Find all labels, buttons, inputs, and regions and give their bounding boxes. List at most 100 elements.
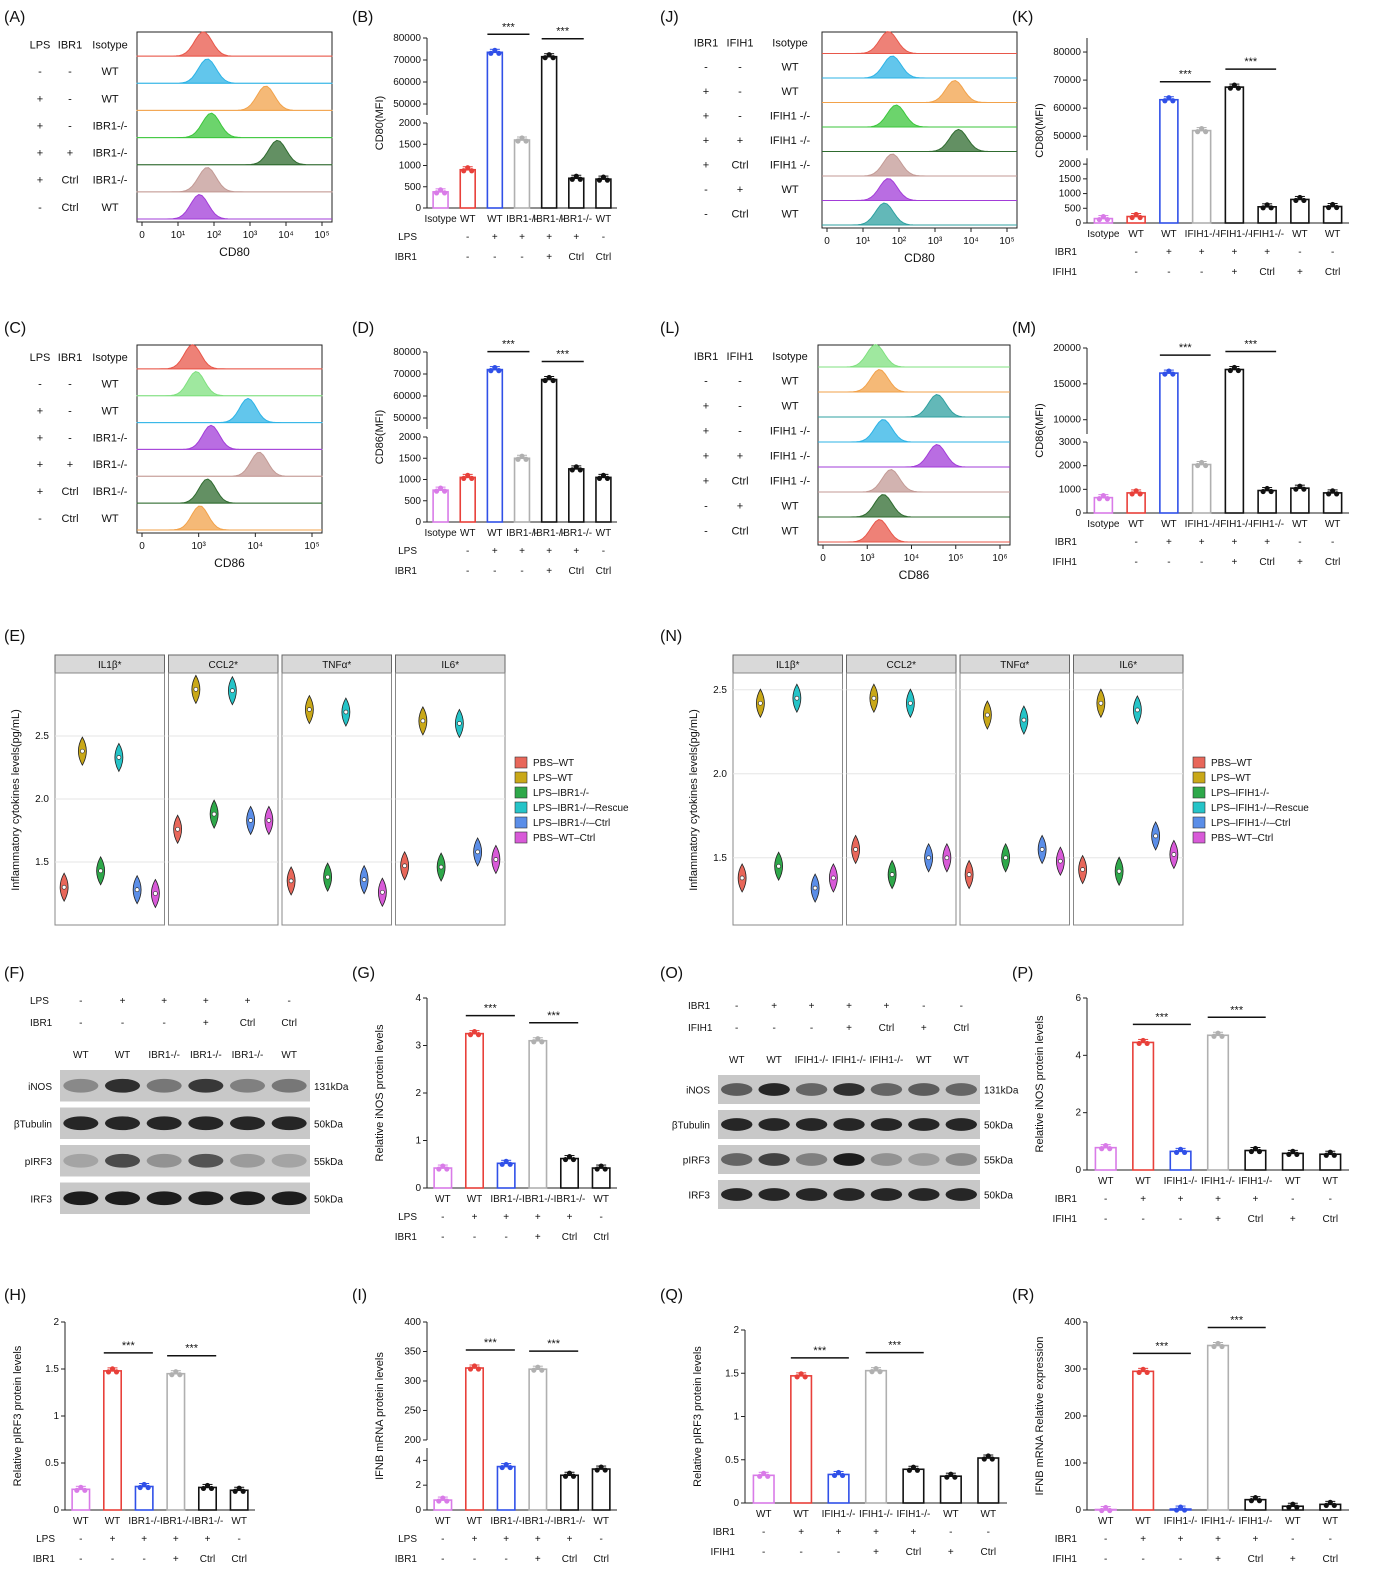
violin-median [966, 872, 972, 877]
column-header: Isotype [92, 352, 127, 364]
row-condition: + [703, 476, 709, 488]
violin-median [420, 718, 426, 724]
violin-median [98, 868, 103, 874]
data-point [1104, 496, 1110, 502]
blot-band [720, 1188, 753, 1201]
row-condition: + [703, 426, 709, 438]
category-label: IFIH1-/- [1238, 1516, 1272, 1527]
row-condition: - [738, 401, 742, 413]
y-tick-label: 0 [1075, 1165, 1081, 1176]
x-tick-label: 10³ [928, 236, 943, 247]
data-point [1129, 491, 1135, 497]
panel-label: (B) [352, 9, 373, 26]
category-label: IBR1-/- [522, 1194, 554, 1205]
data-point [200, 1485, 207, 1492]
data-point [757, 1473, 763, 1479]
row-condition: WT [101, 513, 118, 525]
data-point [1248, 1498, 1255, 1504]
condition-value: + [492, 546, 498, 557]
violin-median [307, 707, 312, 712]
legend-entry: LPS–WT [533, 773, 573, 784]
violin-median [985, 712, 990, 718]
condition-value: + [911, 1527, 917, 1538]
data-point [573, 464, 579, 470]
category-label: IBR1-/- [192, 1516, 224, 1527]
y-tick-label: 80000 [393, 347, 421, 358]
y-tick-label: 200 [1064, 1411, 1081, 1422]
condition-row-label: LPS [398, 1534, 417, 1545]
condition-value: + [546, 252, 552, 263]
data-point [1294, 1151, 1300, 1157]
data-point [82, 1487, 88, 1493]
column-header: Isotype [772, 351, 807, 363]
violin-median [1171, 852, 1177, 857]
row-condition: Ctrl [61, 202, 78, 214]
y-tick-label: 250 [404, 1405, 421, 1416]
condition-value: - [810, 1023, 813, 1034]
violin-panel-N: IL1β* CCL2* TNFα* IL6* 1.5 2.0 2.5 Inflammatory… [688, 654, 1309, 926]
data-point [78, 1484, 84, 1490]
data-point [169, 1372, 175, 1378]
row-condition: + [703, 401, 709, 413]
lane-label: WT [954, 1055, 970, 1066]
lane-label: IFIH1-/- [832, 1055, 866, 1066]
condition-value: + [1215, 1194, 1221, 1205]
violin-median [325, 874, 330, 880]
violin-median [438, 864, 444, 870]
data-point [569, 467, 575, 473]
category-label: Isotype [424, 214, 457, 225]
y-tick-label: 0 [415, 203, 421, 214]
histogram-peak [822, 104, 1017, 128]
y-tick-label: 6 [1075, 993, 1081, 1004]
condition-value: + [1140, 1534, 1146, 1545]
data-point [523, 138, 529, 144]
condition-value: - [922, 1001, 925, 1012]
y-tick-label: 0.5 [45, 1458, 59, 1469]
blot-strip [60, 1182, 310, 1214]
significance-label: *** [547, 1338, 561, 1350]
condition-value: - [493, 252, 496, 263]
condition-value: - [441, 1232, 444, 1243]
condition-value: - [1291, 1194, 1294, 1205]
data-point [542, 55, 548, 61]
data-point [232, 1488, 238, 1494]
row-condition: IFIH1 -/- [770, 135, 811, 147]
bar [1191, 129, 1212, 224]
data-point [1203, 129, 1209, 135]
blot-band [230, 1078, 265, 1093]
condition-value: + [573, 232, 579, 243]
condition-value: - [79, 996, 82, 1007]
histogram-peak [822, 153, 1017, 177]
y-tick-label: 0.5 [725, 1455, 739, 1466]
row-condition: - [704, 501, 708, 513]
condition-value: + [836, 1527, 842, 1538]
category-label: WT [1098, 1176, 1114, 1187]
data-point [765, 1473, 771, 1479]
condition-row-label: IFIH1 [1053, 557, 1078, 568]
condition-value: - [735, 1023, 738, 1034]
condition-value: Ctrl [1259, 557, 1275, 568]
data-point [469, 168, 475, 174]
data-point [594, 1166, 600, 1172]
row-condition: WT [101, 202, 118, 214]
legend-swatch [514, 756, 528, 769]
data-point [441, 190, 448, 196]
row-condition: WT [781, 526, 798, 538]
lane-label: WT [115, 1050, 131, 1061]
y-tick-label: 15000 [1053, 379, 1081, 390]
data-point [1260, 205, 1266, 211]
histogram-peak [136, 397, 323, 424]
condition-value: + [472, 1212, 478, 1223]
data-point [1330, 201, 1336, 208]
violin-median [758, 700, 763, 706]
bar [513, 139, 531, 209]
condition-value: Ctrl [1259, 267, 1275, 278]
histogram-peak [818, 394, 1010, 418]
histogram-peak [818, 494, 1010, 518]
violin-median [475, 849, 480, 855]
data-point [1330, 488, 1336, 494]
category-label: WT [487, 528, 503, 539]
violin-median [926, 855, 931, 861]
histogram-peak [136, 451, 323, 477]
data-point [469, 475, 475, 481]
